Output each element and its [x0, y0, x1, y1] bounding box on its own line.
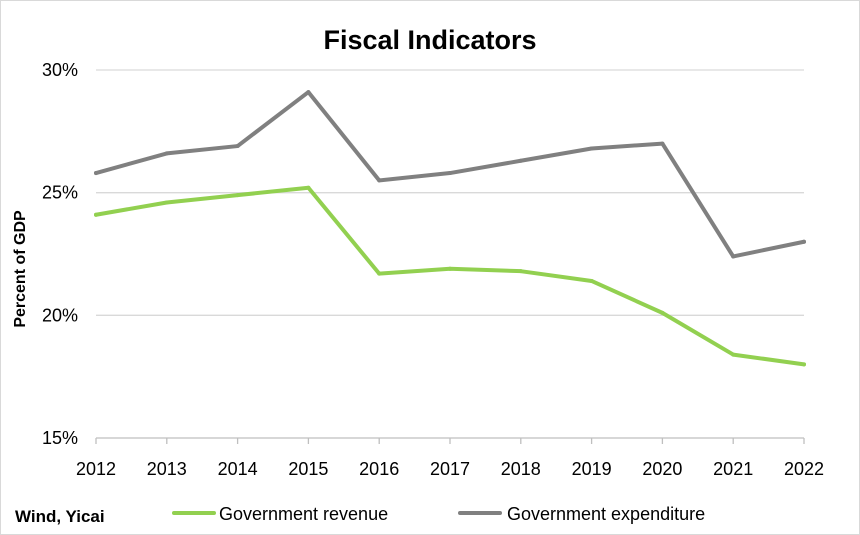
data-point	[589, 146, 594, 151]
chart-title: Fiscal Indicators	[323, 25, 536, 55]
data-point	[164, 200, 169, 205]
x-tick-label: 2015	[288, 459, 328, 479]
data-point	[660, 310, 665, 315]
data-point	[377, 271, 382, 276]
data-point	[377, 178, 382, 183]
data-point	[660, 141, 665, 146]
data-point	[518, 269, 523, 274]
data-point	[448, 171, 452, 176]
data-point	[235, 193, 240, 198]
series-line	[94, 185, 806, 367]
data-point	[731, 254, 736, 259]
x-axis-ticks: 2012 2013 2014 2015 2016 2017 2018 2019 2020 2021…	[76, 438, 824, 479]
x-tick-label: 2014	[218, 459, 258, 479]
data-point	[306, 90, 311, 95]
x-tick-label: 2018	[501, 459, 541, 479]
data-point	[448, 266, 452, 271]
data-point	[235, 144, 240, 149]
x-tick-label: 2022	[784, 459, 824, 479]
x-tick-label: 2019	[572, 459, 612, 479]
series-lines	[94, 90, 806, 367]
source-note: Wind, Yicai	[15, 507, 105, 526]
series-government-expenditure	[94, 90, 806, 259]
x-tick-label: 2016	[359, 459, 399, 479]
data-point	[802, 362, 806, 367]
x-tick-label: 2021	[713, 459, 753, 479]
y-axis-label: Percent of GDP	[12, 210, 29, 328]
y-axis: 15% 20% 25% 30%	[42, 60, 78, 448]
x-tick-label: 2017	[430, 459, 470, 479]
series-government-revenue	[94, 185, 806, 367]
gridlines	[96, 69, 804, 316]
legend-label: Government revenue	[219, 504, 388, 524]
y-tick-label: 15%	[42, 428, 78, 448]
y-tick-label: 20%	[42, 305, 78, 325]
data-point	[164, 151, 169, 156]
data-point	[589, 278, 594, 283]
data-point	[306, 185, 311, 190]
x-tick-label: 2012	[76, 459, 116, 479]
data-point	[94, 171, 98, 176]
x-tick-label: 2020	[642, 459, 682, 479]
data-point	[94, 212, 98, 217]
data-point	[802, 239, 806, 244]
y-tick-label: 25%	[42, 183, 78, 203]
x-tick-label: 2013	[147, 459, 187, 479]
data-point	[518, 158, 523, 163]
data-point	[731, 352, 736, 357]
legend: Government revenue Government expenditure	[172, 504, 705, 524]
y-tick-label: 30%	[42, 60, 78, 80]
legend-label: Government expenditure	[507, 504, 705, 524]
